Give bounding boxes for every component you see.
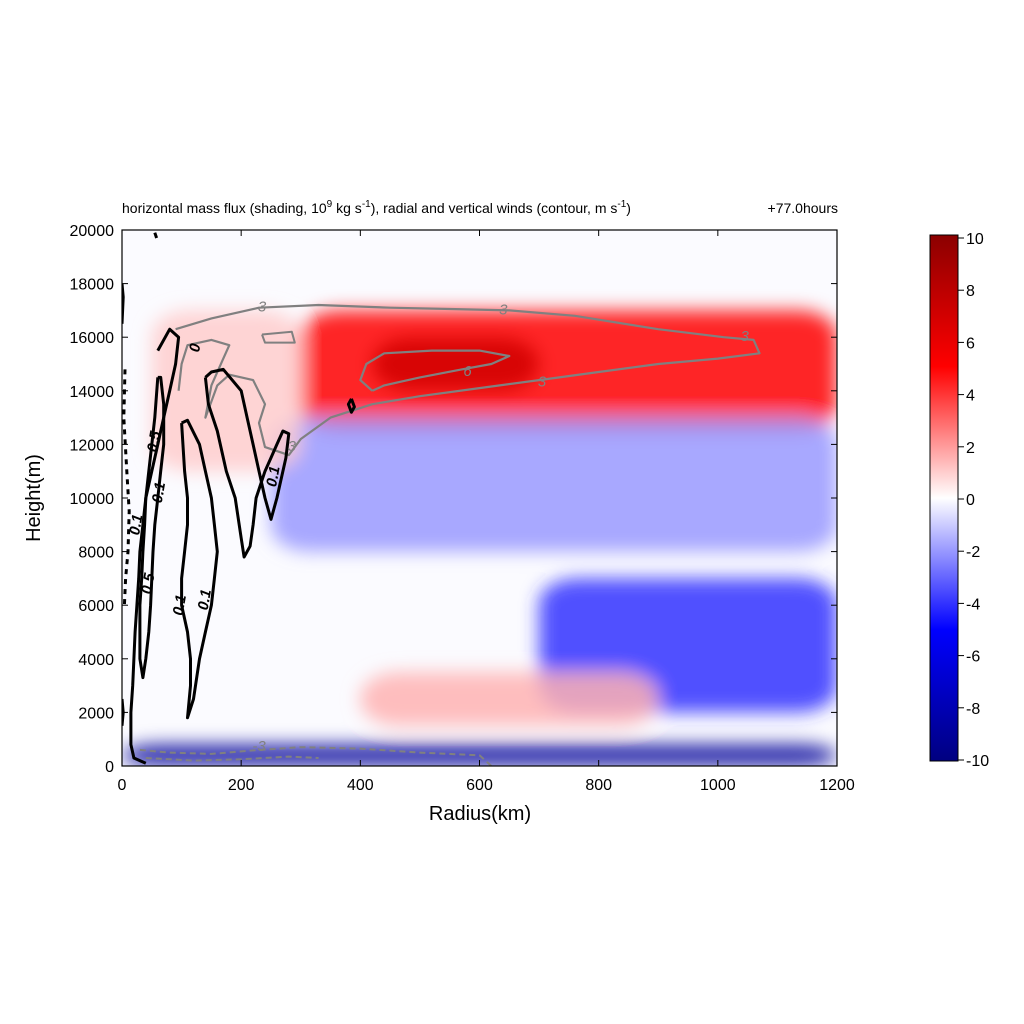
- contour-label-10: 0.1: [126, 513, 146, 536]
- x-axis: 0 200 400 600 800 1000 1200: [118, 230, 855, 794]
- contour-vertical-0.5: [138, 375, 166, 680]
- colorbar-tick-label: -2: [966, 544, 980, 561]
- colorbar-tick-label: 2: [966, 440, 975, 457]
- y-axis: 0 2000 4000 6000 8000 10000 12000 14000 16000 180…: [70, 223, 837, 776]
- contour-label-11: 0.5: [138, 571, 158, 595]
- y-tick-label: 12000: [70, 437, 115, 454]
- y-tick-label: 16000: [70, 330, 115, 347]
- contour-vertical-small: [346, 398, 356, 414]
- contour-vertical-0.1a: [129, 327, 181, 765]
- y-tick-label: 8000: [78, 545, 114, 562]
- shading-eyewall-outflow: [151, 310, 301, 472]
- colorbar-tick-label: 8: [966, 283, 975, 300]
- contour-vertical-top: [153, 232, 159, 239]
- contour-label-0: 3: [258, 299, 267, 316]
- x-tick-label: 200: [228, 777, 255, 794]
- colorbar-tick-label: 0: [966, 492, 975, 509]
- contour-vertical-neg: [122, 369, 131, 606]
- colorbar-tick-label: -6: [966, 649, 980, 666]
- colorbar-tick-label: 6: [966, 335, 975, 352]
- colorbar-tick-label: 4: [966, 388, 975, 405]
- contour-label-2: 3: [740, 328, 749, 345]
- contour-radial-neg3: [139, 746, 493, 766]
- contour-radial-6: [359, 349, 511, 392]
- x-tick-label: 600: [466, 777, 493, 794]
- contour-label-7: 0: [186, 342, 204, 354]
- colorbar-tick-label: -10: [966, 753, 989, 770]
- contour-label-5: 3: [288, 438, 297, 455]
- y-tick-label: 2000: [78, 705, 114, 722]
- shading-mid-level-inflow: [270, 417, 837, 552]
- y-tick-label: 10000: [70, 491, 115, 508]
- contour-radial-loop: [261, 330, 296, 344]
- contour-label-4: 3: [538, 374, 547, 391]
- contour-label-14: 0.1: [263, 465, 283, 488]
- contour-label-12: 0.1: [170, 593, 190, 616]
- y-tick-label: 20000: [70, 223, 115, 240]
- x-tick-label: 1200: [819, 777, 855, 794]
- shading-low-level-outflow: [360, 672, 659, 726]
- contour-label-6: -3: [252, 738, 266, 755]
- x-axis-title: Radius(km): [429, 803, 531, 825]
- colorbar-tick-label: -4: [966, 596, 980, 613]
- forecast-hour-label: +77.0hours: [768, 200, 838, 216]
- colorbar: [929, 234, 959, 762]
- contour-radial-3: [175, 303, 761, 457]
- chart-title: horizontal mass flux (shading, 109 kg s-…: [122, 199, 631, 216]
- x-tick-label: 1000: [700, 777, 736, 794]
- contour-label-13: 0.1: [195, 588, 215, 611]
- colorbar-tick-label: -8: [966, 701, 980, 718]
- colorbar-tick-label: 10: [966, 231, 984, 248]
- y-tick-label: 14000: [70, 384, 115, 401]
- x-tick-label: 400: [347, 777, 374, 794]
- x-tick-label: 0: [118, 777, 127, 794]
- contour-label-3: 6: [463, 363, 472, 380]
- y-tick-label: 18000: [70, 277, 115, 294]
- contour-radial-neg3b: [145, 755, 319, 762]
- y-tick-label: 6000: [78, 598, 114, 615]
- y-tick-label: 0: [105, 759, 114, 776]
- x-tick-label: 800: [585, 777, 612, 794]
- y-axis-title: Height(m): [23, 454, 45, 542]
- y-tick-label: 4000: [78, 652, 114, 669]
- contour-label-1: 3: [499, 301, 508, 318]
- contour-vertical-0.1c: [203, 367, 291, 559]
- contour-label-8: 0.5: [144, 429, 164, 453]
- colorbar-ticks: 10 8 6 4 2 0 -2 -4 -6 -8 -10: [958, 231, 989, 770]
- contour-vertical-0.1b: [180, 418, 219, 720]
- contour-label-9: 0.1: [149, 481, 169, 504]
